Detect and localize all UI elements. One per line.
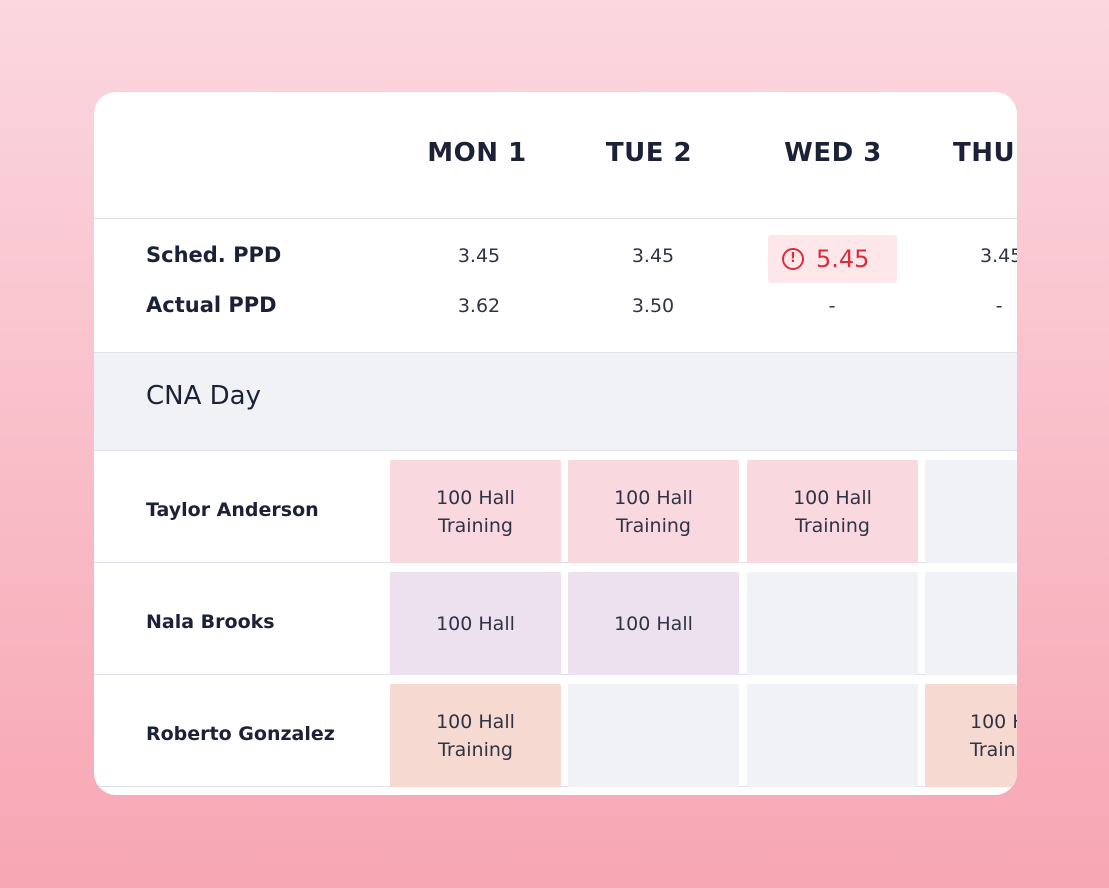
shift-cell[interactable]: 100 Hall — [568, 572, 739, 675]
ppd-block: Sched. PPD 3.45 3.45 ! 5.45 3.45 Actual … — [94, 219, 1017, 353]
shift-type: Training — [795, 514, 870, 537]
day-header-tue[interactable]: TUE 2 — [605, 138, 693, 168]
shift-type: Training — [438, 514, 513, 537]
actual-ppd-tue: 3.50 — [631, 295, 675, 317]
actual-ppd-thu: - — [995, 295, 1003, 317]
actual-ppd-mon: 3.62 — [457, 295, 501, 317]
section-header-cna-day: CNA Day — [94, 353, 1017, 451]
shift-cell[interactable]: 100 Hall Training — [925, 684, 1017, 787]
shift-location: 100 Hall — [970, 710, 1017, 733]
empty-shift-cell[interactable] — [925, 460, 1017, 563]
shift-type: Training — [616, 514, 691, 537]
empty-shift-cell[interactable] — [568, 684, 739, 787]
empty-shift-cell[interactable] — [747, 684, 918, 787]
staff-row: Taylor Anderson 100 Hall Training 100 Ha… — [94, 451, 1017, 563]
shift-location: 100 Hall — [793, 486, 872, 509]
sched-ppd-wed: 5.45 — [816, 245, 870, 273]
shift-cell[interactable]: 100 Hall Training — [568, 460, 739, 563]
alert-circle-icon: ! — [782, 248, 804, 270]
sched-ppd-thu: 3.45 — [980, 245, 1017, 267]
actual-ppd-wed: - — [828, 295, 836, 317]
shift-location: 100 Hall — [436, 612, 515, 635]
day-header-mon[interactable]: MON 1 — [427, 138, 527, 168]
shift-location: 100 Hall — [436, 710, 515, 733]
shift-cell[interactable]: 100 Hall Training — [390, 460, 561, 563]
staff-name[interactable]: Nala Brooks — [146, 611, 275, 633]
day-header-thu[interactable]: THU 4 — [953, 138, 1017, 168]
day-header-wed[interactable]: WED 3 — [784, 138, 882, 168]
actual-ppd-label: Actual PPD — [146, 293, 277, 317]
sched-ppd-wed-alert[interactable]: ! 5.45 — [768, 235, 897, 283]
sched-ppd-label: Sched. PPD — [146, 243, 282, 267]
staff-name[interactable]: Taylor Anderson — [146, 499, 319, 521]
shift-type: Training — [970, 738, 1017, 761]
empty-shift-cell[interactable] — [925, 572, 1017, 675]
staff-name[interactable]: Roberto Gonzalez — [146, 723, 335, 745]
day-header-row: MON 1 TUE 2 WED 3 THU 4 — [94, 92, 1017, 219]
shift-cell[interactable]: 100 Hall — [390, 572, 561, 675]
shift-location: 100 Hall — [614, 486, 693, 509]
empty-shift-cell[interactable] — [747, 572, 918, 675]
sched-ppd-mon: 3.45 — [457, 245, 501, 267]
shift-location: 100 Hall — [614, 612, 693, 635]
schedule-card: MON 1 TUE 2 WED 3 THU 4 Sched. PPD 3.45 … — [94, 92, 1017, 795]
sched-ppd-tue: 3.45 — [631, 245, 675, 267]
shift-location: 100 Hall — [436, 486, 515, 509]
section-title: CNA Day — [146, 381, 261, 411]
staff-row: Nala Brooks 100 Hall 100 Hall — [94, 563, 1017, 675]
shift-type: Training — [438, 738, 513, 761]
shift-cell[interactable]: 100 Hall Training — [390, 684, 561, 787]
shift-cell[interactable]: 100 Hall Training — [747, 460, 918, 563]
staff-row: Roberto Gonzalez 100 Hall Training 100 H… — [94, 675, 1017, 787]
